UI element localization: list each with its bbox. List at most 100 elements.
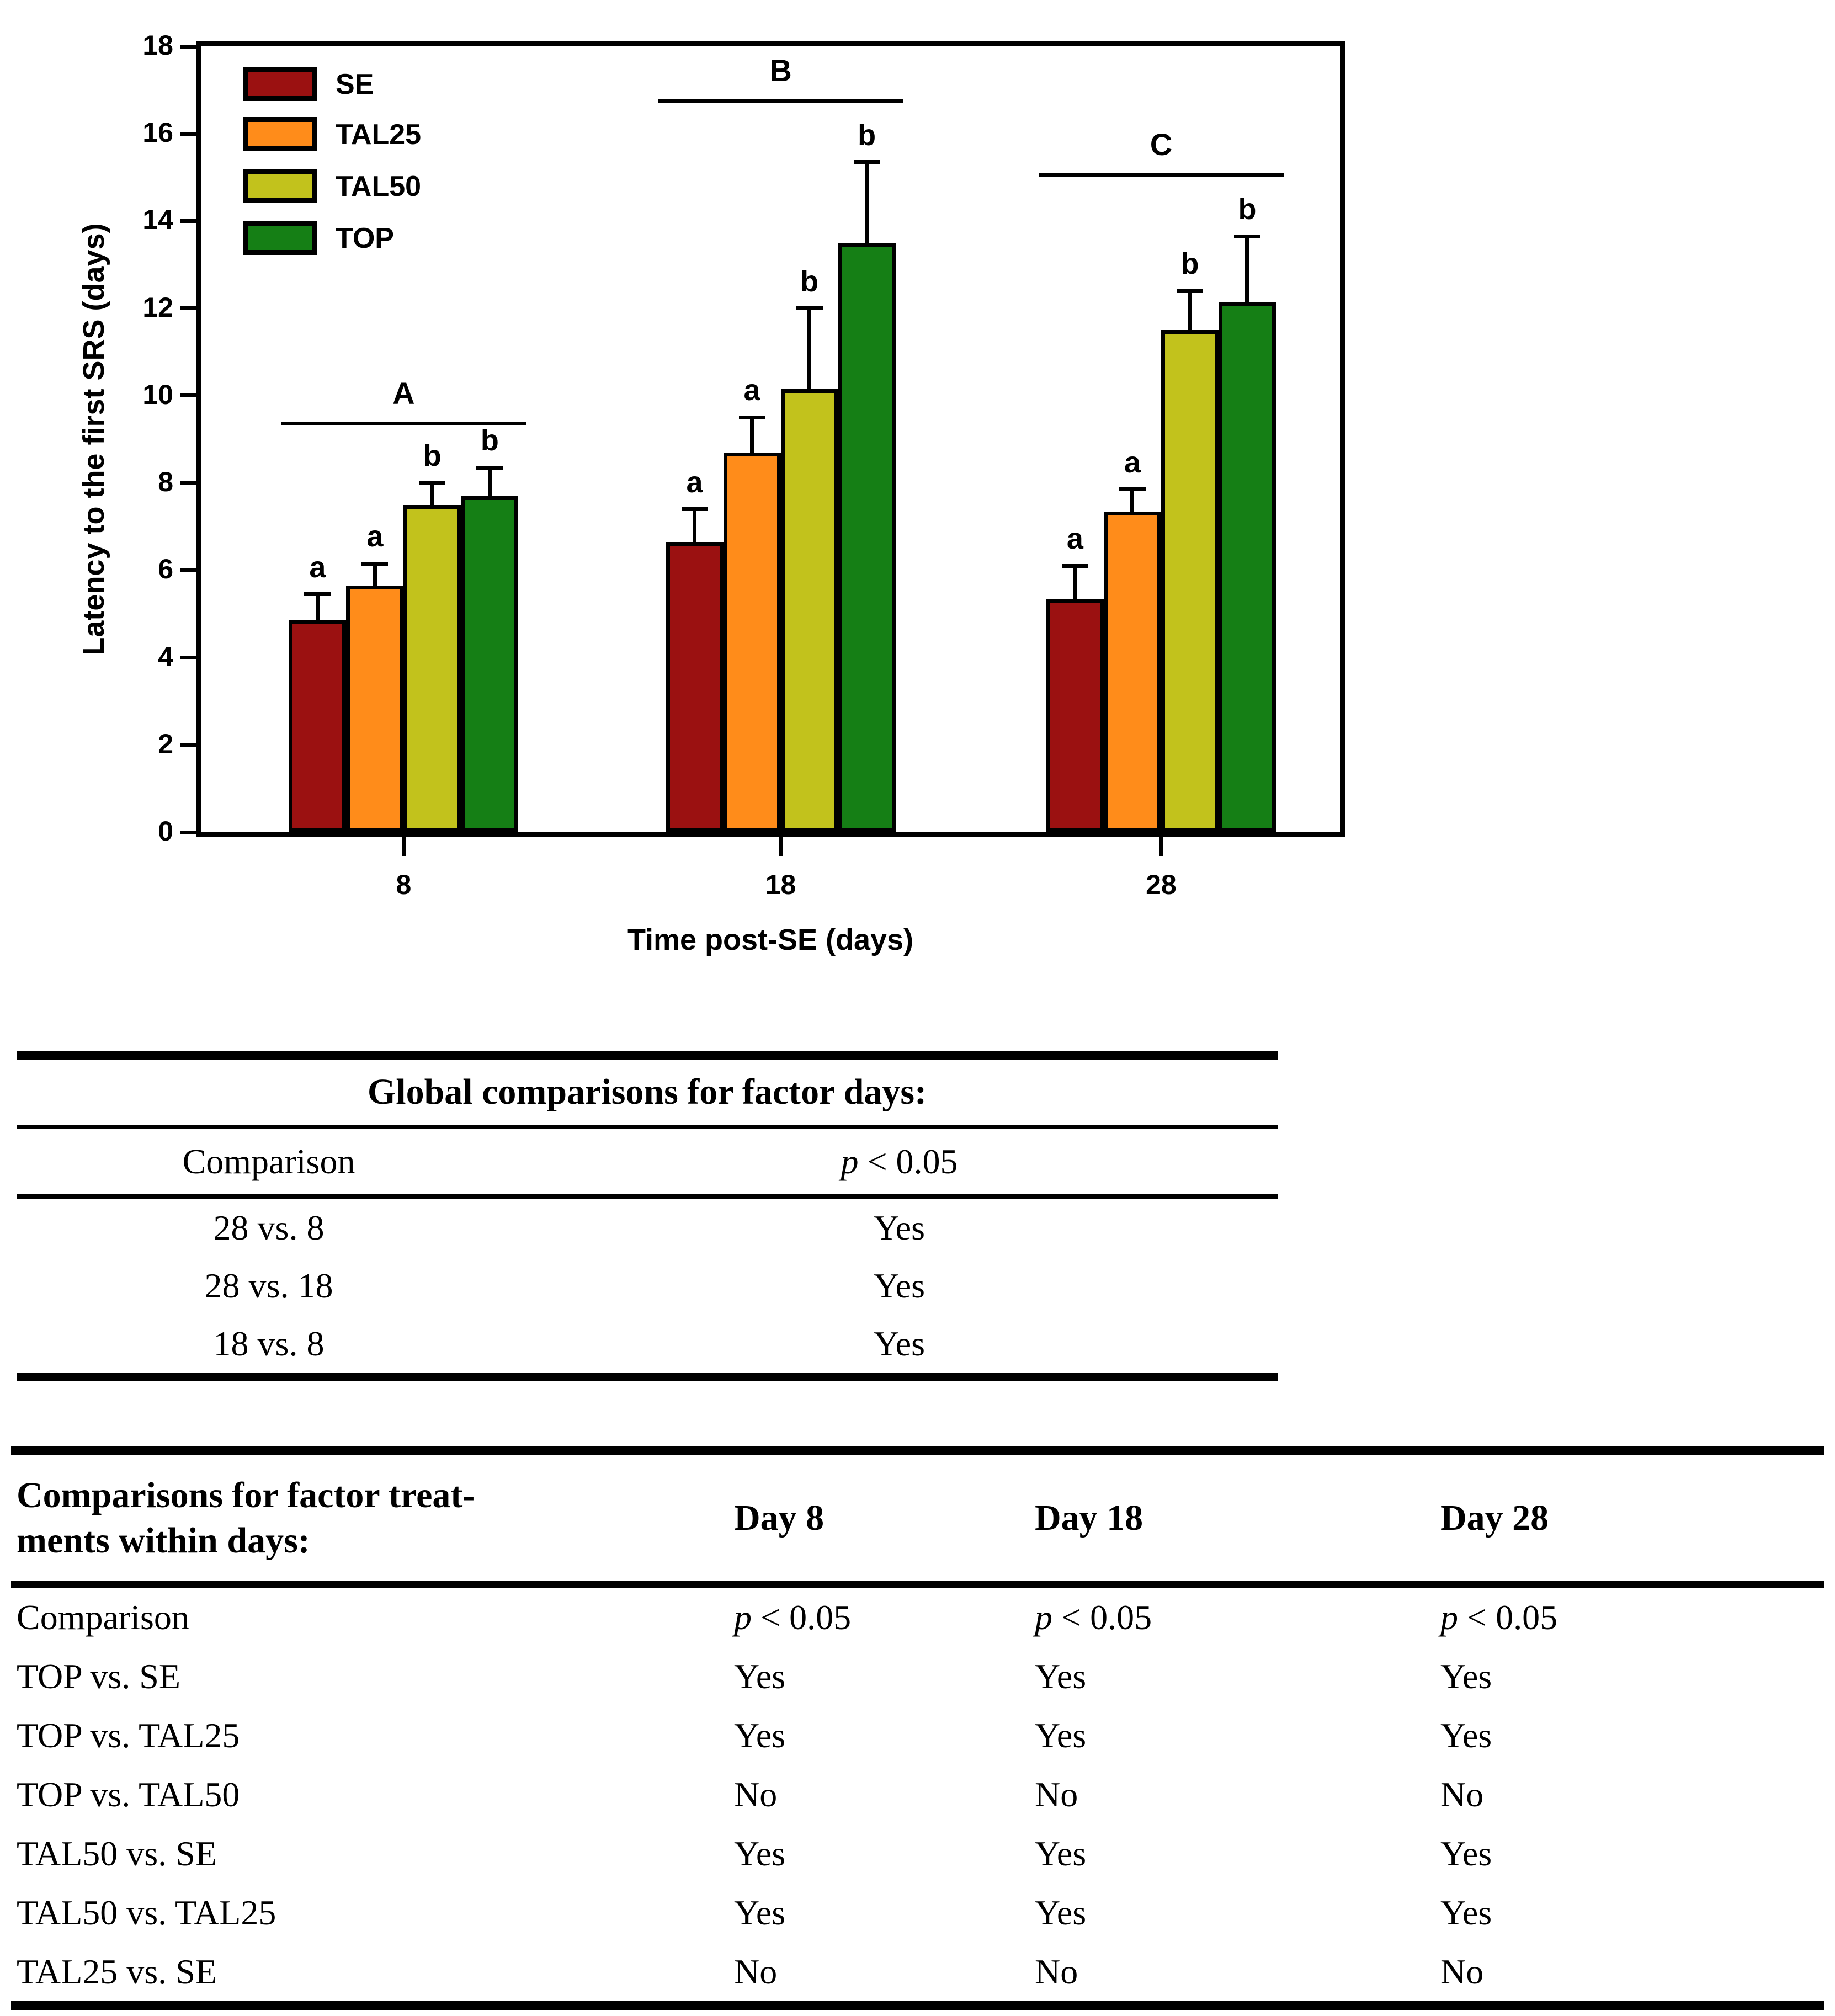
result-cell: Yes [1440, 1833, 1492, 1873]
table2-bottom-rule [11, 2001, 1824, 2010]
error-bar [373, 563, 377, 586]
table-row: TOP vs. TAL25 Yes Yes Yes [11, 1706, 1824, 1765]
legend-label-top: TOP [336, 222, 394, 254]
error-bar-cap [1119, 487, 1146, 492]
y-tick-label: 12 [142, 291, 173, 323]
error-bar-cap [853, 160, 880, 164]
table-row: TAL50 vs. SE Yes Yes Yes [11, 1824, 1824, 1883]
table1-top-rule [17, 1051, 1278, 1060]
table-row: TOP vs. TAL50 No No No [11, 1765, 1824, 1824]
bar-tal25 [1103, 511, 1161, 832]
y-tick-label: 14 [142, 204, 173, 236]
bar-top [838, 243, 896, 832]
result-cell: Yes [1035, 1715, 1087, 1755]
error-bar [1188, 291, 1192, 331]
bar-tal25 [723, 452, 781, 832]
significance-letter: a [366, 520, 384, 554]
table1-header-pvalue: p < 0.05 [841, 1142, 958, 1181]
comparison-cell: TOP vs. SE [17, 1656, 180, 1696]
error-bar [693, 509, 697, 542]
error-bar [865, 162, 869, 243]
table1-rule [17, 1125, 1278, 1129]
error-bar-cap [738, 415, 765, 419]
global-comparisons-table: Global comparisons for factor days: Comp… [17, 1051, 1278, 1381]
error-bar [807, 308, 812, 389]
y-tick-label: 0 [158, 816, 173, 847]
significance-letter: b [1180, 247, 1199, 281]
legend-swatch-top [243, 221, 317, 255]
comparison-cell: 18 vs. 8 [213, 1323, 325, 1363]
y-tick-label: 10 [142, 379, 173, 410]
table-row: Comparison p < 0.05 p < 0.05 p < 0.05 [11, 1588, 1824, 1647]
plot-area: 0 2 4 6 8 10 12 14 16 18 8 a a b b A 18 a a b b B 28 a a b b C SE TAL… [142, 30, 1345, 900]
error-bar-cap [796, 306, 823, 311]
table2-header-row: Comparisons for factor treat- ments with… [11, 1455, 1824, 1581]
significance-letter: a [743, 374, 760, 407]
x-tick [1159, 837, 1163, 856]
significance-letter: b [858, 118, 876, 152]
x-tick [401, 837, 406, 856]
group-significance-line [658, 98, 903, 103]
error-bar-cap [419, 481, 446, 485]
result-cell: Yes [1035, 1833, 1087, 1873]
y-tick-label: 8 [158, 466, 173, 498]
result-cell: Yes [1035, 1656, 1087, 1696]
result-cell: Yes [1440, 1715, 1492, 1755]
table-row: TOP vs. SE Yes Yes Yes [11, 1647, 1824, 1706]
table1-header-row: Comparison p < 0.05 [17, 1129, 1278, 1194]
result-cell: Yes [734, 1892, 786, 1932]
table-row: 28 vs. 18 Yes [17, 1257, 1278, 1315]
table2-header-day18: Day 18 [1035, 1498, 1143, 1538]
table1-rule [17, 1194, 1278, 1199]
table-row: 28 vs. 8 Yes [17, 1199, 1278, 1257]
significance-letter: a [1124, 445, 1141, 479]
y-tick [180, 830, 196, 834]
table1-header-comparison: Comparison [182, 1142, 355, 1181]
table2-header-line2: ments within days: [17, 1520, 310, 1561]
bar-se [289, 620, 347, 832]
pvalue-cell: p < 0.05 [1440, 1597, 1558, 1637]
result-cell: No [1035, 1951, 1078, 1991]
group-significance-label: C [1150, 127, 1173, 162]
comparison-cell: TAL50 vs. SE [17, 1833, 217, 1873]
result-cell: Yes [734, 1833, 786, 1873]
comparison-cell: Comparison [17, 1597, 189, 1637]
bar-chart: Latency to the first SRS (days) 0 2 4 6 8 10 1… [0, 0, 1835, 993]
error-bar-cap [1061, 563, 1088, 568]
comparison-cell: TAL50 vs. TAL25 [17, 1892, 276, 1932]
comparison-cell: TOP vs. TAL25 [17, 1715, 240, 1755]
comparison-cell: TOP vs. TAL50 [17, 1774, 240, 1814]
group-significance-line [281, 422, 526, 426]
error-bar-cap [476, 465, 503, 470]
legend-label-se: SE [336, 68, 374, 100]
x-tick-label: 28 [1146, 869, 1177, 900]
comparison-cell: 28 vs. 18 [204, 1265, 333, 1305]
bar-top [1218, 301, 1276, 832]
y-tick-label: 2 [158, 728, 173, 759]
result-cell: Yes [734, 1656, 786, 1696]
error-bar [430, 483, 434, 505]
pvalue-cell: p < 0.05 [1035, 1597, 1152, 1637]
error-bar [1245, 236, 1249, 302]
error-bar-cap [1176, 289, 1203, 293]
significance-letter: a [309, 550, 326, 584]
x-tick [779, 837, 783, 856]
result-cell: Yes [1035, 1892, 1087, 1932]
legend-swatch-tal25 [243, 117, 317, 151]
comparison-cell: 28 vs. 8 [213, 1208, 325, 1247]
table2-header-day8: Day 8 [734, 1498, 825, 1538]
group-significance-label: B [769, 52, 792, 88]
comparison-cell: TAL25 vs. SE [17, 1951, 217, 1991]
result-cell: No [1035, 1774, 1078, 1814]
significance-letter: b [480, 424, 499, 458]
y-tick [180, 131, 196, 136]
table2-header-line1: Comparisons for factor treat- [17, 1475, 475, 1515]
significance-letter: a [686, 465, 703, 499]
x-axis-title: Time post-SE (days) [627, 923, 914, 956]
bar-tal50 [1161, 330, 1219, 832]
error-bar [315, 594, 320, 621]
y-tick-label: 6 [158, 554, 173, 585]
result-cell: Yes [734, 1715, 786, 1755]
bar-top [461, 496, 519, 832]
